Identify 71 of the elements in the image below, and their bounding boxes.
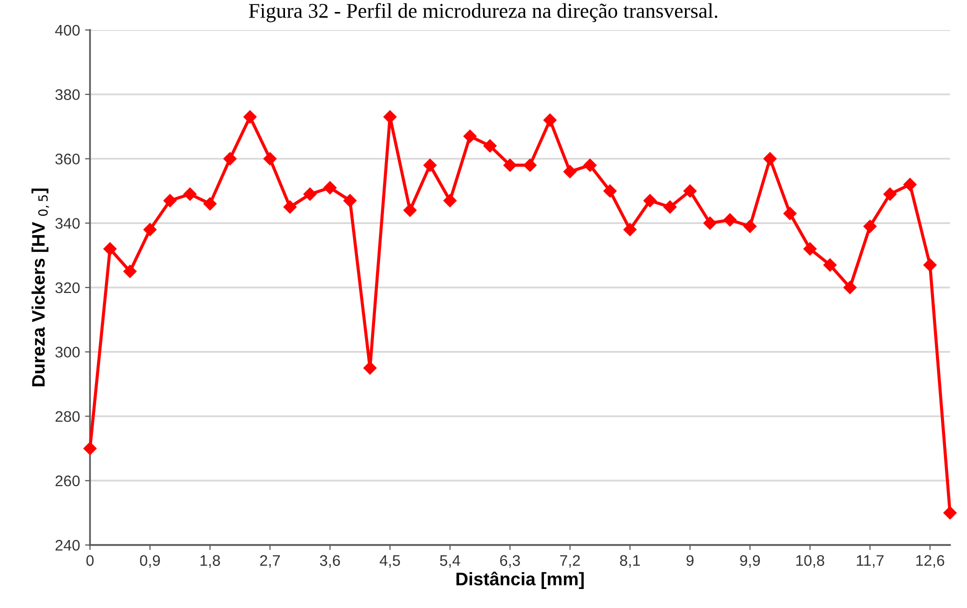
point [323, 181, 337, 194]
point [363, 361, 377, 375]
point [623, 222, 637, 236]
point [303, 188, 317, 201]
y-tick-label: 360 [55, 154, 80, 164]
point [703, 216, 717, 230]
y-tick-label: 300 [55, 346, 80, 358]
x-tick-label: 4,5 [380, 555, 400, 568]
point [583, 158, 597, 172]
y-tick-label: 400 [55, 24, 80, 36]
point [103, 242, 117, 256]
y-tick-label: 320 [55, 282, 80, 294]
x-tick-label: 0 [86, 555, 94, 566]
x-tick-label: 1,8 [200, 555, 220, 568]
point [343, 194, 357, 208]
point [943, 506, 957, 520]
x-tick-label: 10,8 [796, 555, 824, 568]
y-tick-label: 260 [56, 475, 80, 486]
point [563, 165, 577, 178]
point [423, 158, 437, 172]
point [183, 188, 197, 201]
point [663, 200, 677, 214]
y-tick-label: 280 [56, 411, 80, 422]
point [123, 264, 137, 278]
point [683, 184, 697, 198]
point [603, 184, 617, 198]
x-tick-label: 12,6 [916, 555, 944, 568]
point [523, 158, 537, 172]
point [443, 194, 457, 208]
x-tick-label: 9,9 [740, 555, 760, 568]
x-tick-label: 7,2 [560, 555, 580, 568]
x-tick-label: 5,4 [440, 555, 460, 568]
x-tick-label: 6,3 [500, 555, 520, 568]
point [803, 242, 817, 256]
x-tick-label: 0,9 [140, 555, 160, 568]
point [223, 152, 237, 166]
point [903, 178, 917, 192]
x-tick-label: 3,6 [320, 555, 340, 568]
point [743, 220, 757, 233]
point [723, 213, 737, 226]
x-tick-label: 11,7 [856, 555, 884, 568]
point [143, 222, 157, 236]
point [763, 152, 777, 166]
point [483, 139, 497, 152]
point [883, 188, 897, 201]
point [543, 114, 557, 127]
point [383, 110, 397, 124]
x-tick-label: 8,1 [620, 555, 640, 568]
point [783, 206, 797, 220]
point [463, 130, 477, 143]
y-tick-label: 340 [55, 218, 80, 229]
y-axis-title: Dureza Vickers [HV $_{0,5}$] [32, 188, 50, 386]
point [403, 204, 417, 217]
point [83, 442, 97, 456]
point [163, 194, 177, 208]
point [243, 110, 257, 124]
point [283, 200, 297, 214]
point [843, 280, 857, 294]
point [643, 194, 657, 208]
y-tick-label: 380 [55, 89, 80, 100]
x-axis-title: Distância [mm] [456, 572, 584, 589]
point [823, 258, 837, 272]
x-tick-label: 9 [686, 555, 694, 566]
point [263, 152, 277, 166]
x-tick-label: 2,7 [260, 555, 280, 568]
point [203, 197, 217, 210]
point [863, 220, 877, 233]
point [923, 258, 937, 272]
y-tick-label: 240 [56, 540, 80, 551]
chart-title: Figura 32 - Perfil de microdureza na direção transversal. [248, 3, 718, 22]
point [503, 158, 517, 172]
